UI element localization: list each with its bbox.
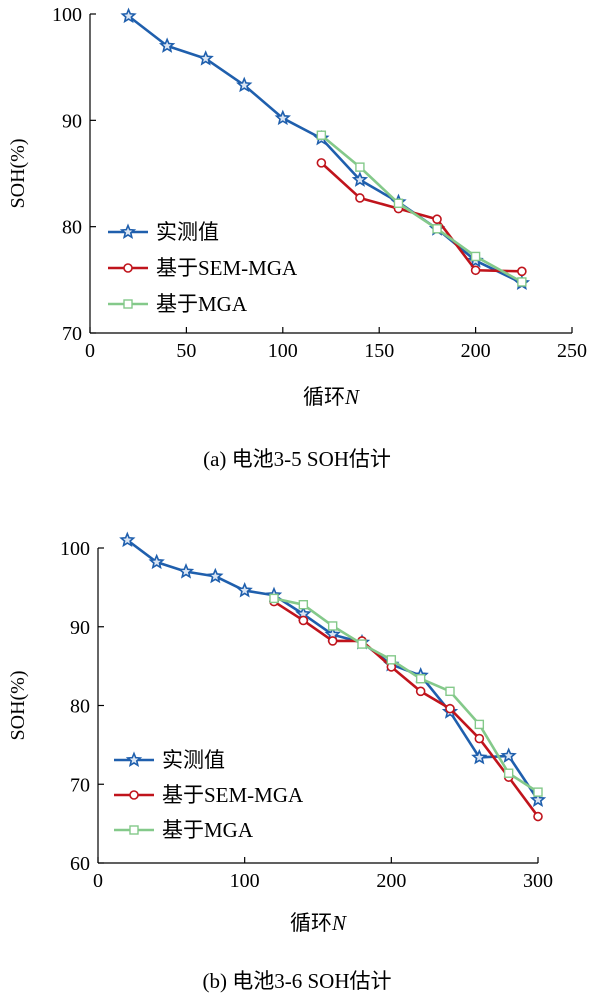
chart2-x-tick-label: 100 [230, 870, 260, 892]
chart1-series-1-point [274, 109, 291, 126]
chart1-series-3-point [316, 130, 327, 140]
chart2-series-1-point [119, 531, 136, 548]
chart2-legend-label: 基于SEM-MGA [162, 783, 304, 807]
chart2-y-tick-label: 100 [60, 538, 90, 560]
chart2-series-3-point [357, 639, 367, 649]
chart2-legend-label: 实测值 [162, 748, 225, 772]
chart2-legend-marker [129, 790, 139, 800]
chart2-series-1-point [500, 747, 517, 763]
chart2-legend-label: 基于MGA [162, 818, 254, 842]
chart1-series-3-point [470, 251, 481, 262]
chart1-x-tick-label: 50 [176, 340, 196, 362]
chart1-series-3-point [355, 162, 365, 172]
chart1-y-tick-label: 100 [52, 4, 82, 26]
chart2-series-3-point [269, 593, 279, 604]
chart2-series-3-line [273, 597, 539, 794]
chart2-x-tick-label: 300 [523, 870, 553, 892]
chart2-caption: (b) 电池3-6 SOH估计 [203, 969, 392, 993]
chart1-legend-label: 实测值 [156, 220, 219, 244]
chart1-legend-marker [123, 299, 133, 309]
chart1-series-2-line [320, 161, 522, 273]
chart2-series-1-point [177, 563, 195, 579]
chart2-series-3-point [474, 719, 485, 730]
chart2-y-tick-label: 90 [70, 617, 90, 639]
chart2-series-1-point [236, 581, 253, 598]
chart1-x-axis-label-var: N [344, 385, 360, 409]
chart2-x-axis-label-var: N [331, 911, 347, 935]
chart1-series-2-point [470, 265, 481, 276]
chart1-caption: (a) 电池3-5 SOH估计 [203, 447, 391, 471]
chart2-series-2-point [533, 811, 543, 822]
chart1-x-tick-label: 150 [364, 340, 394, 362]
chart1-series-3-point [517, 277, 527, 287]
chart1-x-tick-label: 200 [461, 340, 491, 362]
chart1-legend-label: 基于MGA [156, 292, 248, 316]
chart1-y-axis-label: SOH(%) [7, 139, 29, 209]
chart2-series-1-point [529, 791, 547, 807]
chart2-y-axis-label: SOH(%) [7, 671, 29, 741]
chart1-series-1-point [197, 50, 214, 66]
chart1-series-2-point [355, 193, 365, 203]
chart2-legend-marker [129, 825, 139, 835]
chart2-group: 0 100 200 300 60 70 80 90 100 SOH(%) 循环N (b) 电池3-6 … [7, 538, 553, 993]
chart2-series-2-line [273, 600, 540, 818]
chart2-x-tick-label: 0 [93, 870, 103, 892]
chart2-series-1-point [148, 553, 165, 570]
chart1-series-1-point [120, 7, 137, 24]
chart1-x-axis-label: 循环N [303, 385, 360, 409]
chart2-series-2-point [445, 703, 455, 714]
chart2-series-3-point [327, 621, 338, 631]
chart1-series-2-point [316, 158, 327, 168]
chart2-series-3 [269, 593, 543, 797]
chart2-y-tick-label: 60 [70, 853, 90, 875]
chart1-group: 0 50 100 150 200 250 70 80 90 100 SOH(%) 循环N (a) 电池3… [7, 4, 587, 471]
chart1-series-3-line [320, 134, 523, 284]
chart2-series-2-point [415, 686, 426, 697]
chart2-legend-marker [125, 751, 143, 767]
chart2-x-tick-label: 200 [376, 870, 406, 892]
chart1-x-axis-label-main: 循环 [303, 385, 345, 409]
chart2-series-3-point [386, 655, 397, 665]
chart1-series-3-point [432, 224, 442, 234]
chart2-series-3-point [533, 787, 543, 797]
chart1-series-1-point [158, 37, 176, 53]
chart2-y-tick-label: 70 [70, 774, 90, 796]
chart1-series-2-point [517, 266, 527, 277]
chart2-x-axis-label: 循环N [290, 911, 347, 935]
chart1-legend-label: 基于SEM-MGA [156, 256, 298, 280]
chart1-series-3 [316, 130, 527, 287]
chart2-series-2 [269, 596, 543, 822]
chart1-y-tick-label: 70 [62, 323, 82, 345]
chart1-legend-marker [123, 263, 133, 273]
chart2-series-2-point [327, 636, 338, 646]
chart2-series-3-point [445, 686, 455, 697]
chart1-series-1 [120, 7, 531, 290]
chart2-x-axis-label-main: 循环 [290, 911, 332, 935]
chart1-series-2-point [432, 214, 442, 225]
chart2-series-2-point [474, 733, 485, 744]
chart1-y-tick-label: 80 [62, 217, 82, 239]
chart1-legend-marker [119, 223, 137, 239]
chart1-x-tick-label: 100 [268, 340, 298, 362]
chart1-x-tick-label: 0 [85, 340, 95, 362]
chart2-y-tick-label: 80 [70, 696, 90, 718]
chart1-x-tick-label: 250 [557, 340, 587, 362]
chart2-series-3-point [503, 768, 514, 778]
chart2-series-1-point [471, 748, 488, 765]
chart1-series-3-point [393, 198, 404, 208]
chart2-series-3-point [298, 600, 309, 610]
chart2-series-2-point [298, 615, 309, 626]
chart2-series-1-point [207, 567, 224, 584]
chart1-series-1-point [236, 76, 253, 93]
chart2-series-3-point [415, 674, 426, 684]
chart1-y-tick-label: 90 [62, 110, 82, 132]
chart1-series-1-point [351, 171, 369, 187]
